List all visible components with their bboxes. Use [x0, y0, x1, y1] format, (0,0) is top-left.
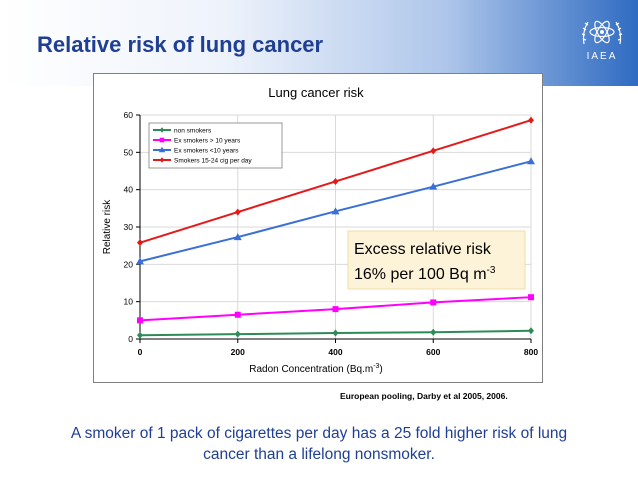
series-group — [136, 157, 535, 265]
annotation-background — [347, 230, 526, 290]
legend-label: Ex smokers <10 years — [174, 148, 239, 155]
legend-swatch-marker — [158, 146, 166, 153]
legend-swatch-marker — [159, 157, 165, 163]
x-axis-label: Radon Concentration (Bq.m-3) — [249, 363, 383, 375]
y-tick-label: 60 — [124, 110, 134, 120]
data-point — [430, 328, 437, 336]
series-group — [137, 116, 534, 247]
data-point — [430, 147, 437, 155]
data-point — [137, 317, 143, 324]
annotation-box: Excess relative risk 16% per 100 Bq m-3 — [347, 230, 526, 290]
annotation-line-1: Excess relative risk — [354, 241, 492, 258]
legend-swatch-marker — [159, 137, 165, 143]
legend: non smokers Ex smokers > 10 years Ex smoke… — [148, 122, 283, 169]
data-point — [332, 329, 339, 337]
annotation-line-2: 16% per 100 Bq m-3 — [354, 265, 496, 283]
atom-icon — [581, 20, 623, 45]
slide-title: Relative risk of lung cancer — [37, 32, 324, 57]
legend-label: Ex smokers > 10 years — [174, 138, 241, 145]
data-point — [430, 299, 437, 306]
legend-box — [148, 122, 283, 169]
summary-note: A smoker of 1 pack of cigarettes per day… — [70, 425, 568, 463]
data-point — [528, 327, 534, 335]
y-tick-label: 40 — [124, 185, 134, 195]
chart-title: Lung cancer risk — [268, 85, 364, 100]
data-point — [234, 311, 241, 318]
data-point — [137, 239, 143, 247]
data-point — [137, 331, 143, 339]
data-point — [234, 330, 241, 338]
y-tick-label: 30 — [124, 222, 134, 232]
legend-label: non smokers — [174, 128, 212, 135]
series-group — [137, 327, 534, 339]
x-tick-label: 800 — [524, 347, 538, 357]
data-point — [233, 233, 242, 241]
y-axis-label: Relative risk — [102, 199, 113, 254]
legend-label: Smokers 15-24 cig per day — [174, 158, 252, 165]
x-tick-label: 0 — [138, 347, 143, 357]
iaea-logo: IAEA — [578, 14, 626, 74]
y-tick-label: 20 — [124, 259, 134, 269]
y-tick-label: 10 — [124, 297, 134, 307]
logo-text: IAEA — [586, 51, 618, 62]
source-citation: European pooling, Darby et al 2005, 2006… — [340, 391, 508, 401]
y-tick-label: 50 — [124, 147, 134, 157]
lung-cancer-chart: Lung cancer risk Relative risk Radon Con… — [102, 85, 539, 375]
data-point — [429, 182, 438, 190]
data-point — [234, 208, 241, 216]
x-tick-label: 400 — [328, 347, 342, 357]
legend-swatch-marker — [159, 127, 165, 133]
data-point — [528, 116, 534, 124]
x-tick-label: 600 — [426, 347, 440, 357]
series-group — [137, 294, 534, 324]
data-point — [332, 177, 339, 185]
y-tick-label: 0 — [128, 334, 133, 344]
data-point — [332, 306, 339, 313]
data-point — [331, 207, 340, 215]
chart-frame: Lung cancer risk Relative risk Radon Con… — [93, 73, 543, 383]
data-point — [527, 157, 535, 165]
data-point — [528, 294, 534, 301]
x-tick-label: 200 — [231, 347, 245, 357]
header-band — [0, 0, 638, 86]
series — [136, 116, 535, 339]
data-point — [136, 257, 144, 265]
